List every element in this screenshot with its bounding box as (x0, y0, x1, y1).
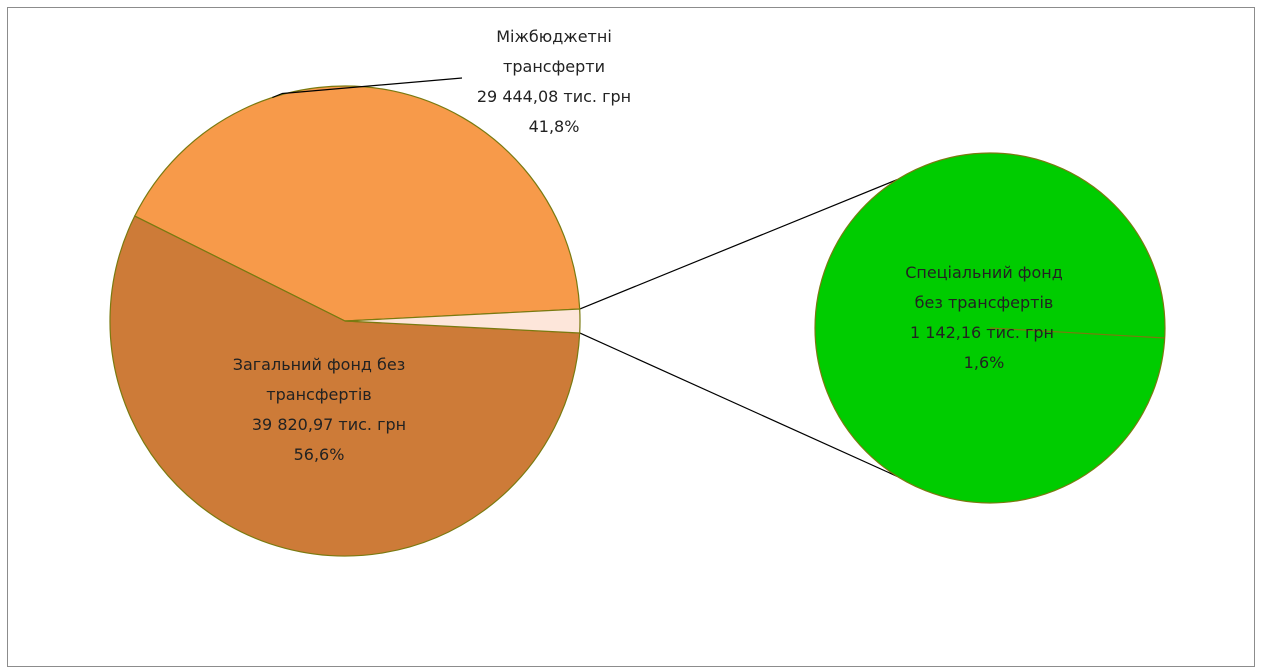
chart-frame: Міжбюджетні трансферти 29 444,08 тис. грн 4… (7, 7, 1255, 667)
pie-of-pie-chart: Міжбюджетні трансферти 29 444,08 тис. грн 4… (109, 27, 1166, 557)
data-label-line: трансфертів (266, 385, 371, 404)
pie-slice-2 (344, 308, 581, 334)
data-label-line: трансферти (503, 57, 605, 76)
connector-line-top (579, 179, 898, 310)
data-label-line: 56,6% (294, 445, 345, 464)
data-label-0: Міжбюджетні трансферти 29 444,08 тис. грн 4… (477, 27, 631, 136)
data-label-line: Загальний фонд без (233, 355, 406, 374)
data-label-line: Міжбюджетні (496, 27, 612, 46)
data-label-line: 41,8% (529, 117, 580, 136)
leader-line (272, 77, 463, 99)
data-label-line: 1,6% (964, 353, 1005, 372)
data-label-line: 29 444,08 тис. грн (477, 87, 631, 106)
secondary-pie-seam (989, 327, 1166, 339)
pie-slice-0 (133, 85, 581, 322)
data-label-2: Спеціальний фонд без трансфертів 1 142,16 … (905, 263, 1063, 372)
data-label-1: Загальний фонд без трансфертів 39 820,97 т… (233, 355, 406, 464)
data-label-line: 39 820,97 тис. грн (252, 415, 406, 434)
pie-slice-1 (109, 215, 581, 557)
data-label-line: 1 142,16 тис. грн (910, 323, 1054, 342)
connector-line-bottom (579, 332, 898, 477)
data-label-line: Спеціальний фонд (905, 263, 1063, 282)
data-label-line: без трансфертів (915, 293, 1054, 312)
